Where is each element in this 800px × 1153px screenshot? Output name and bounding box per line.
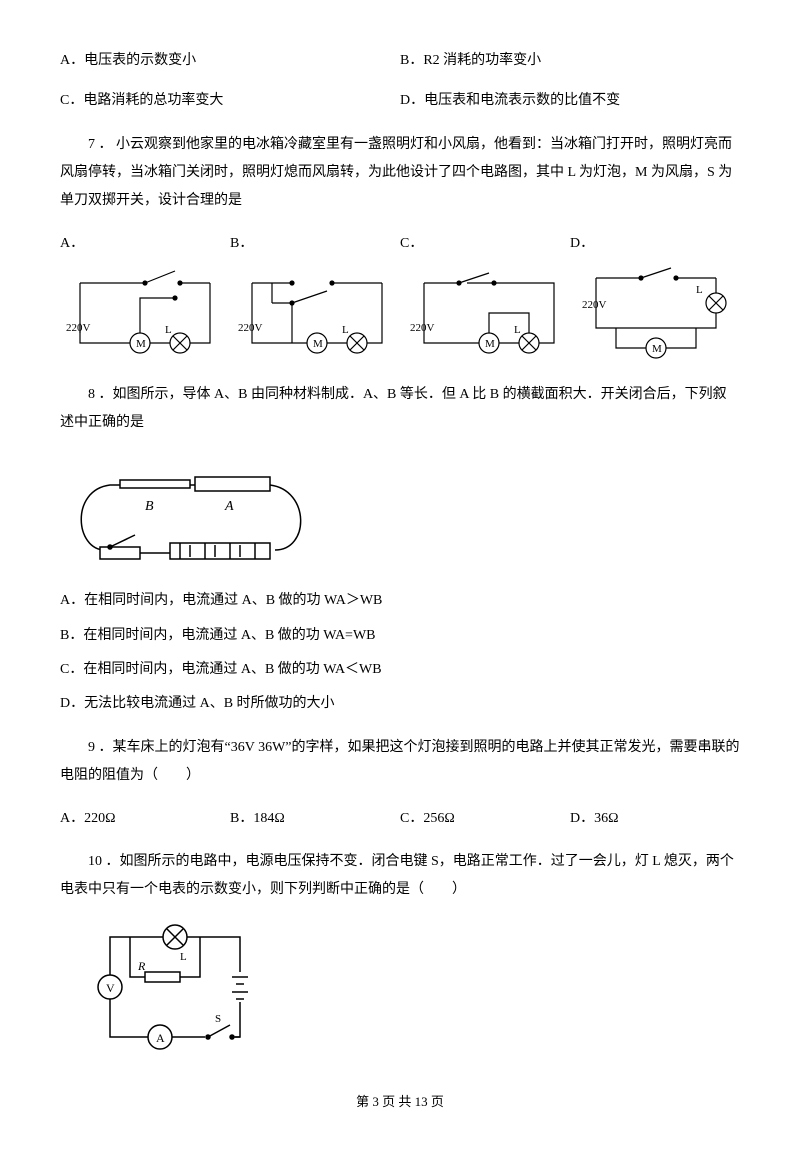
q7b-voltage: 220V bbox=[238, 322, 263, 334]
q10-R: R bbox=[137, 959, 146, 973]
q6-row2: C．电路消耗的总功率变大 D．电压表和电流表示数的比值不变 bbox=[60, 90, 740, 112]
q8-diagram: B A bbox=[60, 455, 740, 575]
q8-optB: B．在相同时间内，电流通过 A、B 做的功 WA=WB bbox=[60, 625, 740, 647]
q7b-M: M bbox=[313, 338, 323, 350]
q7-diagramD: 220V M L bbox=[576, 263, 740, 363]
q7d-L: L bbox=[696, 284, 703, 296]
q7-labelB: B． bbox=[230, 233, 400, 255]
q10-S: S bbox=[215, 1013, 221, 1025]
q7-labelC: C． bbox=[400, 233, 570, 255]
q7d-M: M bbox=[652, 343, 662, 355]
q8-labelA: A bbox=[224, 499, 234, 514]
q7-labelA: A． bbox=[60, 233, 230, 255]
q7-stem: 7 ． 小云观察到他家里的电冰箱冷藏室里有一盏照明灯和小风扇，他看到：当冰箱门打… bbox=[60, 131, 740, 215]
q6-row1: A．电压表的示数变小 B．R2 消耗的功率变小 bbox=[60, 50, 740, 72]
q8-stem: 8 ．如图所示，导体 A、B 由同种材料制成．A、B 等长．但 A 比 B 的横… bbox=[60, 381, 740, 437]
q7-diagrams: 220V M L bbox=[60, 263, 740, 363]
q9-optA: A．220Ω bbox=[60, 808, 230, 830]
q7c-M: M bbox=[485, 338, 495, 350]
q7c-L: L bbox=[514, 324, 521, 336]
q10-V: V bbox=[106, 981, 115, 995]
page-footer: 第 3 页 共 13 页 bbox=[60, 1092, 740, 1113]
q9-optB: B．184Ω bbox=[230, 808, 400, 830]
q7a-voltage: 220V bbox=[66, 322, 91, 334]
q8-labelB: B bbox=[145, 499, 154, 514]
q7-labelD: D． bbox=[570, 233, 740, 255]
q7c-voltage: 220V bbox=[410, 322, 435, 334]
q8-optD: D．无法比较电流通过 A、B 时所做功的大小 bbox=[60, 693, 740, 715]
q8-optA: A．在相同时间内，电流通过 A、B 做的功 WA＞WB bbox=[60, 590, 740, 612]
q10-diagram: V A R L S bbox=[80, 922, 740, 1052]
q9-optD: D．36Ω bbox=[570, 808, 740, 830]
q7-diagramB: 220V M L bbox=[232, 263, 396, 363]
q7-labels: A． B． C． D． bbox=[60, 233, 740, 255]
q10-L: L bbox=[180, 951, 187, 963]
q7d-voltage: 220V bbox=[582, 299, 607, 311]
q7a-L: L bbox=[165, 324, 172, 336]
q7a-M: M bbox=[136, 338, 146, 350]
q9-options: A．220Ω B．184Ω C．256Ω D．36Ω bbox=[60, 808, 740, 830]
q9-stem: 9 ．某车床上的灯泡有“36V 36W”的字样，如果把这个灯泡接到照明的电路上并… bbox=[60, 734, 740, 790]
q7-diagramC: 220V M L bbox=[404, 263, 568, 363]
q9-optC: C．256Ω bbox=[400, 808, 570, 830]
q10-A: A bbox=[156, 1031, 165, 1045]
q7-diagramA: 220V M L bbox=[60, 263, 224, 363]
q6-optC: C．电路消耗的总功率变大 bbox=[60, 90, 400, 112]
q8-optC: C．在相同时间内，电流通过 A、B 做的功 WA＜WB bbox=[60, 659, 740, 681]
q7b-L: L bbox=[342, 324, 349, 336]
q6-optA: A．电压表的示数变小 bbox=[60, 50, 400, 72]
q6-optD: D．电压表和电流表示数的比值不变 bbox=[400, 90, 740, 112]
q6-optB: B．R2 消耗的功率变小 bbox=[400, 50, 740, 72]
q10-stem: 10 ．如图所示的电路中，电源电压保持不变．闭合电键 S，电路正常工作．过了一会… bbox=[60, 848, 740, 904]
